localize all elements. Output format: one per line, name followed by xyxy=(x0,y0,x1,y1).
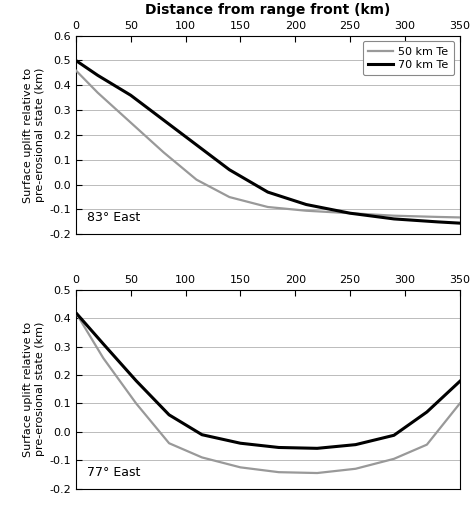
70 km Te xyxy=(199,432,205,438)
70 km Te xyxy=(391,216,397,222)
70 km Te xyxy=(166,412,172,418)
50 km Te xyxy=(133,401,139,407)
70 km Te xyxy=(391,432,397,438)
50 km Te xyxy=(100,355,106,361)
70 km Te xyxy=(265,189,271,195)
70 km Te xyxy=(347,210,353,216)
50 km Te xyxy=(353,466,358,472)
50 km Te xyxy=(199,455,205,461)
50 km Te xyxy=(457,214,463,220)
70 km Te xyxy=(73,58,79,64)
70 km Te xyxy=(457,378,463,384)
70 km Te xyxy=(276,444,282,450)
50 km Te xyxy=(166,440,172,446)
Text: 83° East: 83° East xyxy=(87,211,141,224)
50 km Te xyxy=(237,464,243,470)
70 km Te xyxy=(303,202,309,208)
70 km Te xyxy=(227,166,232,173)
70 km Te xyxy=(73,309,79,316)
50 km Te xyxy=(424,442,430,448)
50 km Te xyxy=(73,67,79,73)
50 km Te xyxy=(457,401,463,407)
70 km Te xyxy=(128,92,134,98)
50 km Te xyxy=(95,90,100,96)
70 km Te xyxy=(435,219,441,225)
Y-axis label: Surface uplift relative to
pre-erosional state (km): Surface uplift relative to pre-erosional… xyxy=(23,67,45,203)
50 km Te xyxy=(391,213,397,219)
70 km Te xyxy=(194,142,200,148)
70 km Te xyxy=(161,117,166,123)
50 km Te xyxy=(194,177,200,183)
X-axis label: Distance from range front (km): Distance from range front (km) xyxy=(145,3,391,17)
Text: 77° East: 77° East xyxy=(87,466,141,478)
50 km Te xyxy=(314,470,320,476)
50 km Te xyxy=(303,208,309,214)
50 km Te xyxy=(276,469,282,475)
70 km Te xyxy=(314,445,320,451)
70 km Te xyxy=(353,442,358,448)
70 km Te xyxy=(457,220,463,226)
50 km Te xyxy=(227,194,232,200)
50 km Te xyxy=(161,149,166,155)
70 km Te xyxy=(100,341,106,347)
Line: 70 km Te: 70 km Te xyxy=(76,313,460,448)
Y-axis label: Surface uplift relative to
pre-erosional state (km): Surface uplift relative to pre-erosional… xyxy=(23,322,45,457)
70 km Te xyxy=(424,409,430,415)
70 km Te xyxy=(133,378,139,384)
Line: 70 km Te: 70 km Te xyxy=(76,61,460,223)
50 km Te xyxy=(435,214,441,220)
Line: 50 km Te: 50 km Te xyxy=(76,70,460,217)
70 km Te xyxy=(95,72,100,78)
50 km Te xyxy=(73,309,79,316)
50 km Te xyxy=(128,120,134,126)
50 km Te xyxy=(391,456,397,462)
50 km Te xyxy=(347,210,353,216)
50 km Te xyxy=(265,204,271,210)
Legend: 50 km Te, 70 km Te: 50 km Te, 70 km Te xyxy=(363,41,454,75)
70 km Te xyxy=(237,440,243,446)
Line: 50 km Te: 50 km Te xyxy=(76,313,460,473)
